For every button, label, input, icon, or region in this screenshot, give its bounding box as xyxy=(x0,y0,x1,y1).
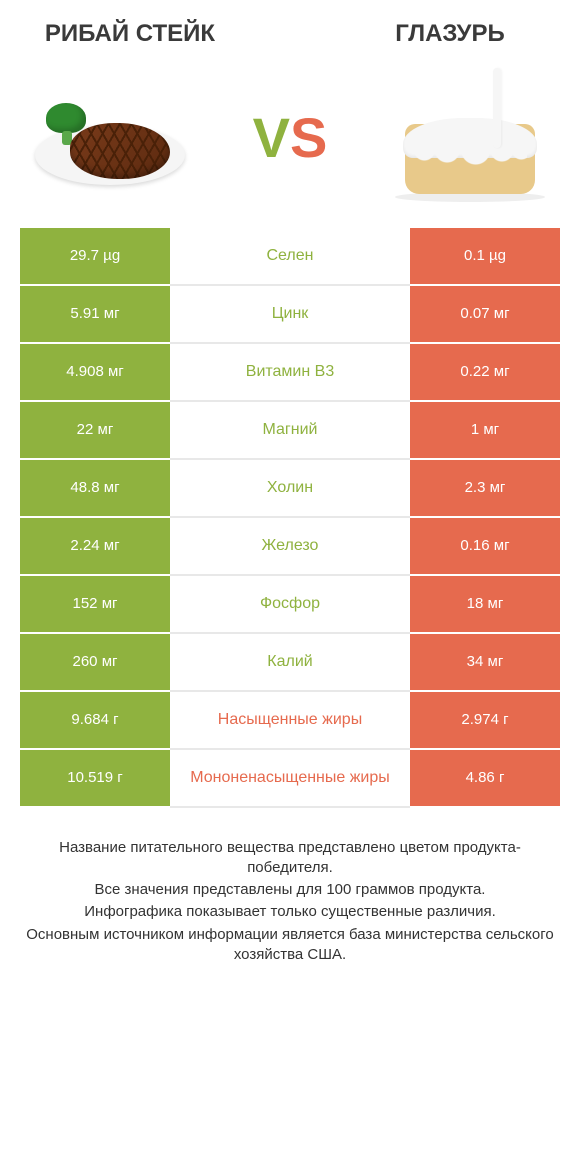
right-value: 34 мг xyxy=(410,634,560,692)
nutrient-label: Магний xyxy=(170,402,410,460)
footer-line-3: Инфографика показывает только существенн… xyxy=(20,902,560,922)
table-row: 22 мгМагний1 мг xyxy=(20,402,560,460)
nutrient-table: 29.7 µgСелен0.1 µg5.91 мгЦинк0.07 мг4.90… xyxy=(20,228,560,808)
left-value: 5.91 мг xyxy=(20,286,170,344)
right-title: ГЛАЗУРЬ xyxy=(350,20,550,48)
left-value: 9.684 г xyxy=(20,692,170,750)
right-value: 1 мг xyxy=(410,402,560,460)
vs-v-letter: V xyxy=(253,105,290,170)
table-row: 4.908 мгВитамин B30.22 мг xyxy=(20,344,560,402)
header-titles: РИБАЙ СТЕЙК ГЛАЗУРЬ xyxy=(0,0,580,58)
right-value: 0.16 мг xyxy=(410,518,560,576)
table-row: 29.7 µgСелен0.1 µg xyxy=(20,228,560,286)
footer-line-2: Все значения представлены для 100 граммо… xyxy=(20,880,560,900)
left-value: 10.519 г xyxy=(20,750,170,808)
footer-notes: Название питательного вещества представл… xyxy=(0,808,580,998)
footer-line-4: Основным источником информации является … xyxy=(20,925,560,966)
images-row: VS xyxy=(0,58,580,228)
table-row: 9.684 гНасыщенные жиры2.974 г xyxy=(20,692,560,750)
nutrient-label: Мононенасыщенные жиры xyxy=(170,750,410,808)
right-value: 0.1 µg xyxy=(410,228,560,286)
nutrient-label: Насыщенные жиры xyxy=(170,692,410,750)
table-row: 48.8 мгХолин2.3 мг xyxy=(20,460,560,518)
right-value: 2.974 г xyxy=(410,692,560,750)
table-row: 152 мгФосфор18 мг xyxy=(20,576,560,634)
table-row: 2.24 мгЖелезо0.16 мг xyxy=(20,518,560,576)
nutrient-label: Железо xyxy=(170,518,410,576)
left-value: 4.908 мг xyxy=(20,344,170,402)
nutrient-label: Цинк xyxy=(170,286,410,344)
vs-badge: VS xyxy=(253,105,328,170)
nutrient-label: Холин xyxy=(170,460,410,518)
right-value: 2.3 мг xyxy=(410,460,560,518)
nutrient-label: Калий xyxy=(170,634,410,692)
left-value: 2.24 мг xyxy=(20,518,170,576)
table-row: 10.519 гМононенасыщенные жиры4.86 г xyxy=(20,750,560,808)
footer-line-1: Название питательного вещества представл… xyxy=(20,838,560,879)
left-food-image xyxy=(20,68,200,208)
right-value: 18 мг xyxy=(410,576,560,634)
left-title: РИБАЙ СТЕЙК xyxy=(30,20,230,48)
left-value: 152 мг xyxy=(20,576,170,634)
table-row: 5.91 мгЦинк0.07 мг xyxy=(20,286,560,344)
nutrient-label: Витамин B3 xyxy=(170,344,410,402)
infographic-container: РИБАЙ СТЕЙК ГЛАЗУРЬ VS 29.7 µgСелен0.1 µ… xyxy=(0,0,580,997)
left-value: 260 мг xyxy=(20,634,170,692)
right-value: 4.86 г xyxy=(410,750,560,808)
right-value: 0.07 мг xyxy=(410,286,560,344)
nutrient-label: Фосфор xyxy=(170,576,410,634)
left-value: 29.7 µg xyxy=(20,228,170,286)
left-value: 22 мг xyxy=(20,402,170,460)
right-value: 0.22 мг xyxy=(410,344,560,402)
nutrient-label: Селен xyxy=(170,228,410,286)
right-food-image xyxy=(380,68,560,208)
table-row: 260 мгКалий34 мг xyxy=(20,634,560,692)
vs-s-letter: S xyxy=(290,105,327,170)
left-value: 48.8 мг xyxy=(20,460,170,518)
